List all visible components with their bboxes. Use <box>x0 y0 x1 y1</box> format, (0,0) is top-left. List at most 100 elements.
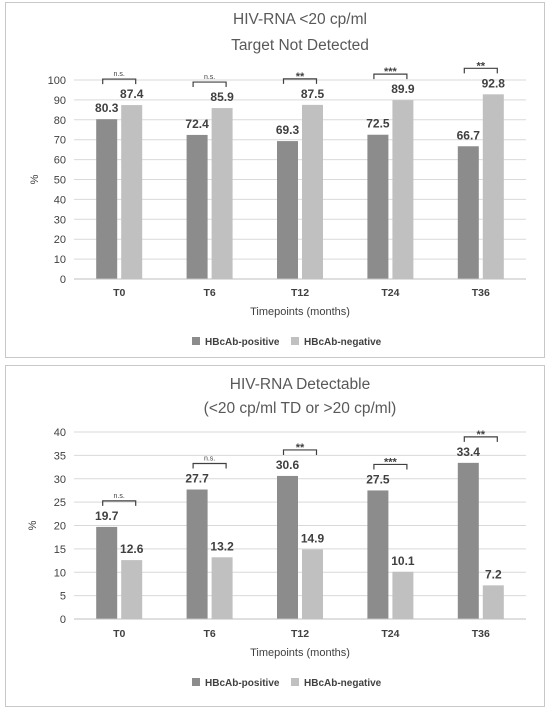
data-label-hbcab-positive: 69.3 <box>276 123 300 137</box>
chart-subtitle: Target Not Detected <box>231 37 369 54</box>
x-axis-title: Timepoints (months) <box>250 647 350 659</box>
data-label-hbcab-negative: 87.4 <box>120 87 144 101</box>
x-tick-label: T6 <box>203 287 215 299</box>
data-label-hbcab-negative: 7.2 <box>485 567 502 581</box>
bar-hbcab-negative <box>482 94 504 279</box>
bar-hbcab-positive <box>186 489 208 619</box>
data-label-hbcab-positive: 33.4 <box>457 445 481 459</box>
legend-swatch <box>192 678 200 686</box>
bar-hbcab-negative <box>392 100 414 279</box>
chart-bottom-svg: HIV-RNA Detectable (<20 cp/ml TD or >20 c… <box>27 376 526 689</box>
y-tick-label: 30 <box>54 474 66 486</box>
x-tick-label: T0 <box>113 287 125 299</box>
x-tick-label: T0 <box>113 628 125 640</box>
bar-hbcab-negative <box>302 104 323 279</box>
significance-bracket <box>373 73 408 80</box>
y-tick-label: 0 <box>60 614 66 626</box>
y-tick-label: 25 <box>54 497 66 509</box>
y-tick-label: 10 <box>54 254 66 266</box>
y-tick-label: 0 <box>60 274 66 286</box>
bar-hbcab-positive <box>277 475 298 619</box>
significance-bracket <box>463 436 498 442</box>
chart-title: HIV-RNA Detectable <box>230 376 370 393</box>
legend-swatch <box>291 678 299 686</box>
y-tick-label: 35 <box>54 450 66 462</box>
x-tick-label: T36 <box>472 287 490 299</box>
x-tick-label: T24 <box>381 287 399 299</box>
legend-label: HBcAb-negative <box>304 678 382 689</box>
y-tick-label: 90 <box>54 95 66 107</box>
data-label-hbcab-positive: 80.3 <box>95 101 119 115</box>
bar-hbcab-positive <box>96 526 118 619</box>
chart-panel-bottom: HIV-RNA Detectable (<20 cp/ml TD or >20 c… <box>5 365 545 707</box>
significance-bracket <box>102 78 137 85</box>
data-label-hbcab-positive: 72.4 <box>185 117 209 131</box>
bar-hbcab-negative <box>302 549 323 619</box>
y-tick-label: 40 <box>54 427 66 439</box>
bar-hbcab-positive <box>457 146 479 279</box>
x-tick-label: T36 <box>472 628 490 640</box>
bar-hbcab-negative <box>121 105 143 279</box>
chart-subtitle: (<20 cp/ml TD or >20 cp/ml) <box>204 400 397 417</box>
significance-bracket <box>463 67 498 74</box>
y-tick-label: 30 <box>54 214 66 226</box>
significance-label: n.s. <box>114 71 125 78</box>
x-tick-label: T12 <box>291 628 309 640</box>
data-label-hbcab-positive: 72.5 <box>366 117 390 131</box>
y-tick-label: 10 <box>54 567 66 579</box>
data-label-hbcab-positive: 19.7 <box>95 509 119 523</box>
significance-label: ** <box>477 429 486 441</box>
legend-label: HBcAb-negative <box>304 337 382 348</box>
y-tick-label: 70 <box>54 135 66 147</box>
y-tick-label: 60 <box>54 155 66 167</box>
bar-hbcab-positive <box>367 490 389 619</box>
y-tick-label: 5 <box>60 591 66 603</box>
significance-label: ** <box>296 442 305 454</box>
data-label-hbcab-negative: 12.6 <box>120 542 144 556</box>
y-axis-title: % <box>29 174 41 184</box>
x-axis-title: Timepoints (months) <box>250 306 350 318</box>
data-label-hbcab-negative: 89.9 <box>391 82 415 96</box>
significance-bracket <box>192 81 227 88</box>
y-axis-title: % <box>27 520 39 530</box>
data-label-hbcab-negative: 13.2 <box>210 539 234 553</box>
y-tick-label: 50 <box>54 175 66 187</box>
bar-hbcab-positive <box>457 462 479 619</box>
significance-label: *** <box>384 66 398 78</box>
y-tick-label: 20 <box>54 521 66 533</box>
significance-label: *** <box>384 456 398 468</box>
data-label-hbcab-positive: 27.5 <box>366 472 390 486</box>
x-tick-label: T12 <box>291 287 309 299</box>
data-label-hbcab-negative: 10.1 <box>391 554 415 568</box>
data-label-hbcab-positive: 66.7 <box>457 128 481 142</box>
y-tick-label: 100 <box>48 75 66 87</box>
data-label-hbcab-negative: 87.5 <box>301 87 325 101</box>
y-tick-label: 15 <box>54 544 66 556</box>
bar-hbcab-negative <box>392 571 414 619</box>
bar-hbcab-negative <box>482 585 504 619</box>
x-tick-label: T6 <box>203 628 215 640</box>
chart-title: HIV-RNA <20 cp/ml <box>233 11 367 28</box>
bar-hbcab-negative <box>211 557 233 619</box>
significance-label: n.s. <box>204 74 215 81</box>
significance-bracket <box>102 500 137 506</box>
data-label-hbcab-negative: 92.8 <box>482 76 506 90</box>
data-label-hbcab-negative: 14.9 <box>301 531 325 545</box>
significance-label: ** <box>296 71 305 83</box>
bar-hbcab-negative <box>121 560 143 619</box>
chart-panel-top: HIV-RNA <20 cp/ml Target Not Detected 0 10 2… <box>5 2 545 358</box>
significance-label: ** <box>477 60 486 72</box>
bar-hbcab-positive <box>186 134 208 279</box>
data-label-hbcab-positive: 27.7 <box>185 472 209 486</box>
legend-swatch <box>192 337 200 345</box>
significance-bracket <box>282 449 318 455</box>
legend-swatch <box>291 337 299 345</box>
significance-label: n.s. <box>114 493 125 500</box>
legend-label: HBcAb-positive <box>205 337 280 348</box>
y-tick-label: 20 <box>54 234 66 246</box>
bar-hbcab-positive <box>367 134 389 279</box>
bar-hbcab-positive <box>277 141 298 279</box>
bar-hbcab-positive <box>96 119 118 279</box>
significance-bracket <box>282 78 318 84</box>
y-tick-label: 40 <box>54 194 66 206</box>
